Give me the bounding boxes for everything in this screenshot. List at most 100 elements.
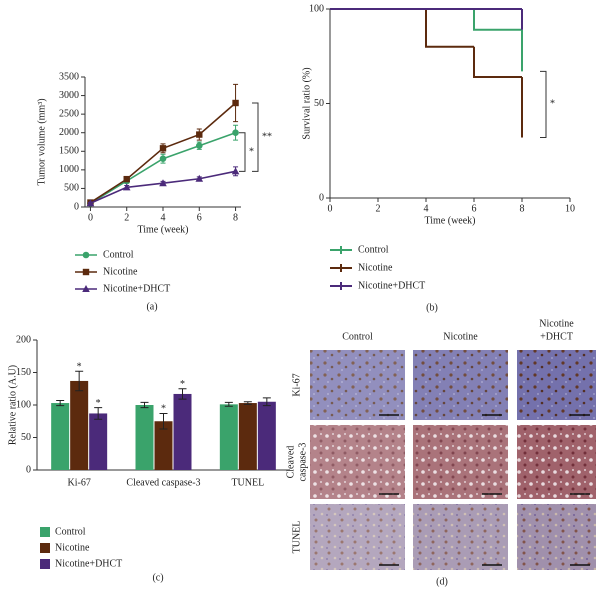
- y-tick-label: 200: [16, 334, 31, 345]
- micrograph: [517, 425, 596, 499]
- marker: [82, 285, 90, 292]
- bracket: [252, 102, 259, 172]
- row-label: Ki-67: [291, 373, 302, 396]
- y-tick-label: 3000: [59, 90, 79, 101]
- y-tick-label: 50: [314, 98, 324, 109]
- x-tick-label: 2: [124, 212, 129, 223]
- y-tick-label: 0: [74, 201, 79, 212]
- legend-label: Nicotine: [103, 266, 138, 277]
- y-tick-label: 0: [319, 192, 324, 203]
- micrograph: [310, 425, 405, 499]
- error-bar: [56, 399, 65, 407]
- caption: (c): [152, 572, 163, 583]
- marker: [82, 268, 90, 276]
- y-tick-label: 3500: [59, 71, 79, 82]
- significance: *: [77, 361, 82, 372]
- bar: [154, 421, 173, 470]
- marker: [159, 155, 167, 163]
- row-label: caspase-3: [297, 443, 308, 482]
- y-tick-label: 100: [16, 399, 31, 410]
- y-tick-label: 0: [26, 464, 31, 475]
- x-tick-label: 0: [88, 212, 93, 223]
- x-axis-label: Time (week): [424, 215, 475, 226]
- marker: [82, 251, 90, 259]
- legend-label: Control: [55, 526, 86, 537]
- marker: [196, 131, 203, 138]
- caption: (b): [426, 302, 438, 313]
- row-label: TUNEL: [291, 521, 302, 554]
- y-tick-label: 1000: [59, 164, 79, 175]
- legend-swatch: [40, 527, 50, 537]
- x-tick-label: 4: [424, 203, 429, 214]
- x-tick-label: 8: [233, 212, 238, 223]
- bar: [173, 393, 192, 470]
- bracket: [540, 70, 547, 139]
- x-tick-label: 6: [472, 203, 477, 214]
- x-tick-label: 10: [565, 203, 575, 214]
- micrograph: [413, 350, 508, 420]
- x-tick-label: Ki-67: [67, 477, 90, 488]
- marker: [195, 142, 203, 150]
- caption: (a): [146, 301, 157, 312]
- bar: [257, 401, 276, 470]
- legend-swatch: [40, 559, 50, 569]
- error-bar: [178, 388, 187, 400]
- legend-swatch: [40, 543, 50, 553]
- y-axis-label: Tumor volume (mm³): [36, 98, 47, 185]
- annotation: **: [262, 131, 272, 142]
- micrograph: [310, 504, 405, 570]
- column-label: +DHCT: [540, 331, 573, 342]
- error-bar: [94, 407, 103, 420]
- y-tick-label: 100: [309, 3, 324, 14]
- significance: *: [96, 398, 101, 409]
- bar: [219, 404, 238, 470]
- legend-label: Nicotine+DHCT: [103, 283, 170, 294]
- micrograph: [310, 350, 405, 420]
- significance: *: [180, 379, 185, 390]
- marker: [122, 183, 131, 191]
- legend-label: Nicotine: [55, 542, 90, 553]
- x-tick-label: 2: [376, 203, 381, 214]
- micrograph: [517, 504, 596, 570]
- survival-step: [473, 9, 522, 31]
- x-tick-label: 8: [520, 203, 525, 214]
- bar: [51, 403, 70, 470]
- survival-step: [473, 46, 522, 79]
- caption: (d): [436, 576, 448, 587]
- error-bar: [262, 397, 271, 407]
- x-tick-label: 0: [328, 203, 333, 214]
- bar: [238, 403, 257, 470]
- column-label: Nicotine: [539, 318, 574, 329]
- annotation: *: [550, 99, 555, 110]
- series-line: [90, 170, 236, 205]
- marker: [232, 129, 239, 137]
- error-bar: [75, 370, 84, 392]
- legend-label: Nicotine+DHCT: [55, 558, 122, 569]
- column-label: Control: [342, 331, 373, 342]
- survival-step: [425, 9, 474, 48]
- micrograph: [413, 425, 508, 499]
- x-axis-label: Time (week): [137, 224, 188, 235]
- marker: [159, 145, 167, 152]
- x-tick-label: Cleaved caspase-3: [126, 477, 200, 488]
- x-tick-label: 4: [161, 212, 166, 223]
- error-bar: [140, 401, 149, 409]
- legend-label: Control: [103, 249, 134, 260]
- marker: [86, 199, 95, 207]
- bar: [135, 405, 154, 470]
- marker: [159, 179, 167, 187]
- y-tick-label: 2500: [59, 108, 79, 119]
- marker: [232, 99, 239, 107]
- error-bar: [243, 401, 252, 405]
- bar: [70, 380, 89, 470]
- legend-label: Control: [358, 244, 389, 255]
- x-tick-label: TUNEL: [231, 477, 264, 488]
- series-line: [90, 131, 236, 204]
- error-bar: [159, 412, 168, 430]
- y-tick-label: 500: [64, 183, 79, 194]
- y-axis-label: Survival ratio (%): [301, 67, 312, 139]
- annotation: *: [249, 146, 254, 157]
- micrograph: [517, 350, 596, 420]
